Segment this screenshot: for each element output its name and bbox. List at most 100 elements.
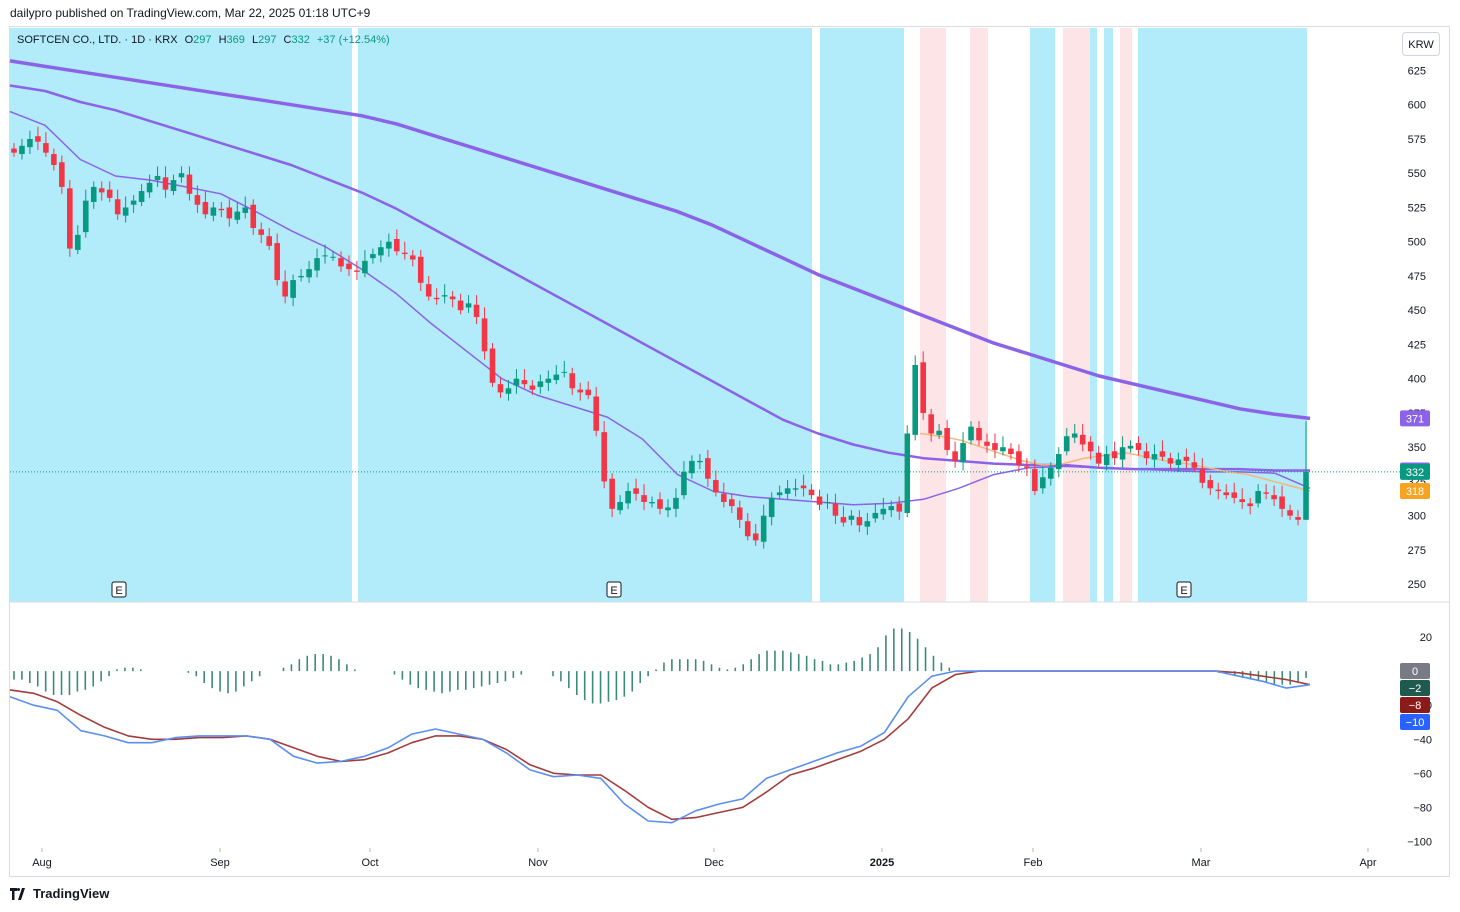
price-tick-label: 625 — [1408, 65, 1426, 77]
candle — [1055, 447, 1062, 478]
candle-body — [808, 489, 815, 496]
candle-body — [401, 252, 408, 255]
candle — [784, 480, 791, 500]
price-badge: 332 — [1400, 463, 1430, 480]
candle-body — [1087, 441, 1094, 452]
candle — [872, 503, 879, 523]
candle — [449, 291, 456, 308]
candle — [202, 191, 209, 219]
candle — [824, 493, 831, 509]
candle — [394, 229, 400, 256]
candle — [290, 274, 296, 307]
macd-badge-bg — [1400, 663, 1430, 679]
candle — [577, 382, 584, 401]
candle-body — [35, 136, 41, 142]
candle-body — [178, 173, 185, 178]
candle — [378, 240, 384, 263]
macd-badge-bg — [1400, 714, 1430, 730]
candle — [976, 421, 982, 446]
price-badges: 371333332318 — [1400, 410, 1430, 500]
candle — [713, 470, 719, 497]
candle-body — [186, 174, 193, 194]
candle — [832, 493, 839, 524]
candle — [569, 367, 576, 396]
macd-badge-bg — [1400, 697, 1430, 713]
candle — [154, 166, 161, 187]
candle-body — [330, 256, 336, 258]
macd-signal-line — [9, 670, 1311, 821]
candle-body — [984, 441, 990, 446]
candle-body — [497, 384, 504, 393]
earnings-marker-label: E — [115, 585, 122, 597]
candle-body — [394, 238, 400, 252]
macd-tick-label: −80 — [1413, 802, 1432, 814]
candle-body — [1055, 454, 1062, 470]
candle — [665, 499, 671, 518]
candle — [282, 270, 288, 304]
candle — [146, 174, 153, 198]
candle-body — [1223, 492, 1230, 496]
candle-body — [51, 154, 57, 165]
candle-body — [713, 480, 719, 493]
candle-body — [1207, 480, 1214, 489]
candle-body — [752, 533, 759, 541]
price-tick-label: 500 — [1408, 237, 1426, 249]
candle-body — [1111, 451, 1118, 459]
candle-body — [577, 389, 584, 393]
price-tick-label: 475 — [1408, 271, 1426, 283]
candle — [944, 419, 950, 456]
candle — [553, 365, 560, 385]
candle-body — [1279, 496, 1285, 509]
candle-body — [952, 451, 958, 461]
open-label: O — [184, 34, 194, 46]
candle-body — [409, 255, 416, 260]
candle-body — [625, 491, 631, 504]
time-axis: Aug Sep Oct Nov Dec 2025 Feb Mar Apr — [32, 848, 1377, 869]
candle-body — [370, 254, 376, 259]
moving-averages — [9, 59, 1400, 506]
candle-body — [928, 414, 934, 434]
candle-body — [106, 189, 113, 198]
candle-body — [1063, 436, 1070, 452]
candles — [11, 126, 1309, 549]
earnings-marker: E — [606, 581, 622, 598]
candle-body — [1159, 451, 1166, 457]
candle-body — [760, 515, 767, 542]
candle-body — [545, 378, 552, 383]
candle-body — [553, 374, 560, 381]
time-tick-label: Mar — [1192, 857, 1211, 869]
candle — [1024, 458, 1030, 476]
tradingview-footer[interactable]: TradingView — [10, 886, 109, 901]
candle-body — [992, 443, 998, 450]
candle — [417, 249, 424, 292]
price-badge-label: 332 — [1406, 467, 1424, 479]
candle — [370, 248, 376, 264]
candle-body — [122, 207, 129, 216]
candle — [1183, 448, 1190, 470]
candle-body — [944, 428, 950, 450]
candle-body — [609, 478, 615, 509]
candle-body — [449, 296, 456, 300]
candle — [864, 512, 871, 535]
price-tick-label: 550 — [1408, 168, 1426, 180]
candle — [330, 251, 336, 261]
high-value: 369 — [226, 34, 245, 46]
candle — [98, 181, 105, 201]
time-tick-label: Oct — [361, 857, 378, 869]
candle-body — [282, 281, 288, 297]
price-badge: 371 — [1400, 410, 1430, 427]
candle — [186, 166, 193, 201]
candle — [35, 126, 41, 150]
candle-body — [473, 304, 480, 318]
close-label: C — [283, 34, 292, 46]
candle — [274, 233, 280, 286]
candle-body — [75, 234, 81, 250]
currency-button[interactable]: KRW — [1402, 32, 1440, 56]
candle-body — [585, 389, 592, 396]
candle-body — [274, 243, 280, 281]
candle — [641, 484, 647, 511]
candle-body — [968, 426, 974, 441]
macd-badge-label: −2 — [1409, 683, 1422, 695]
candle — [936, 423, 942, 439]
